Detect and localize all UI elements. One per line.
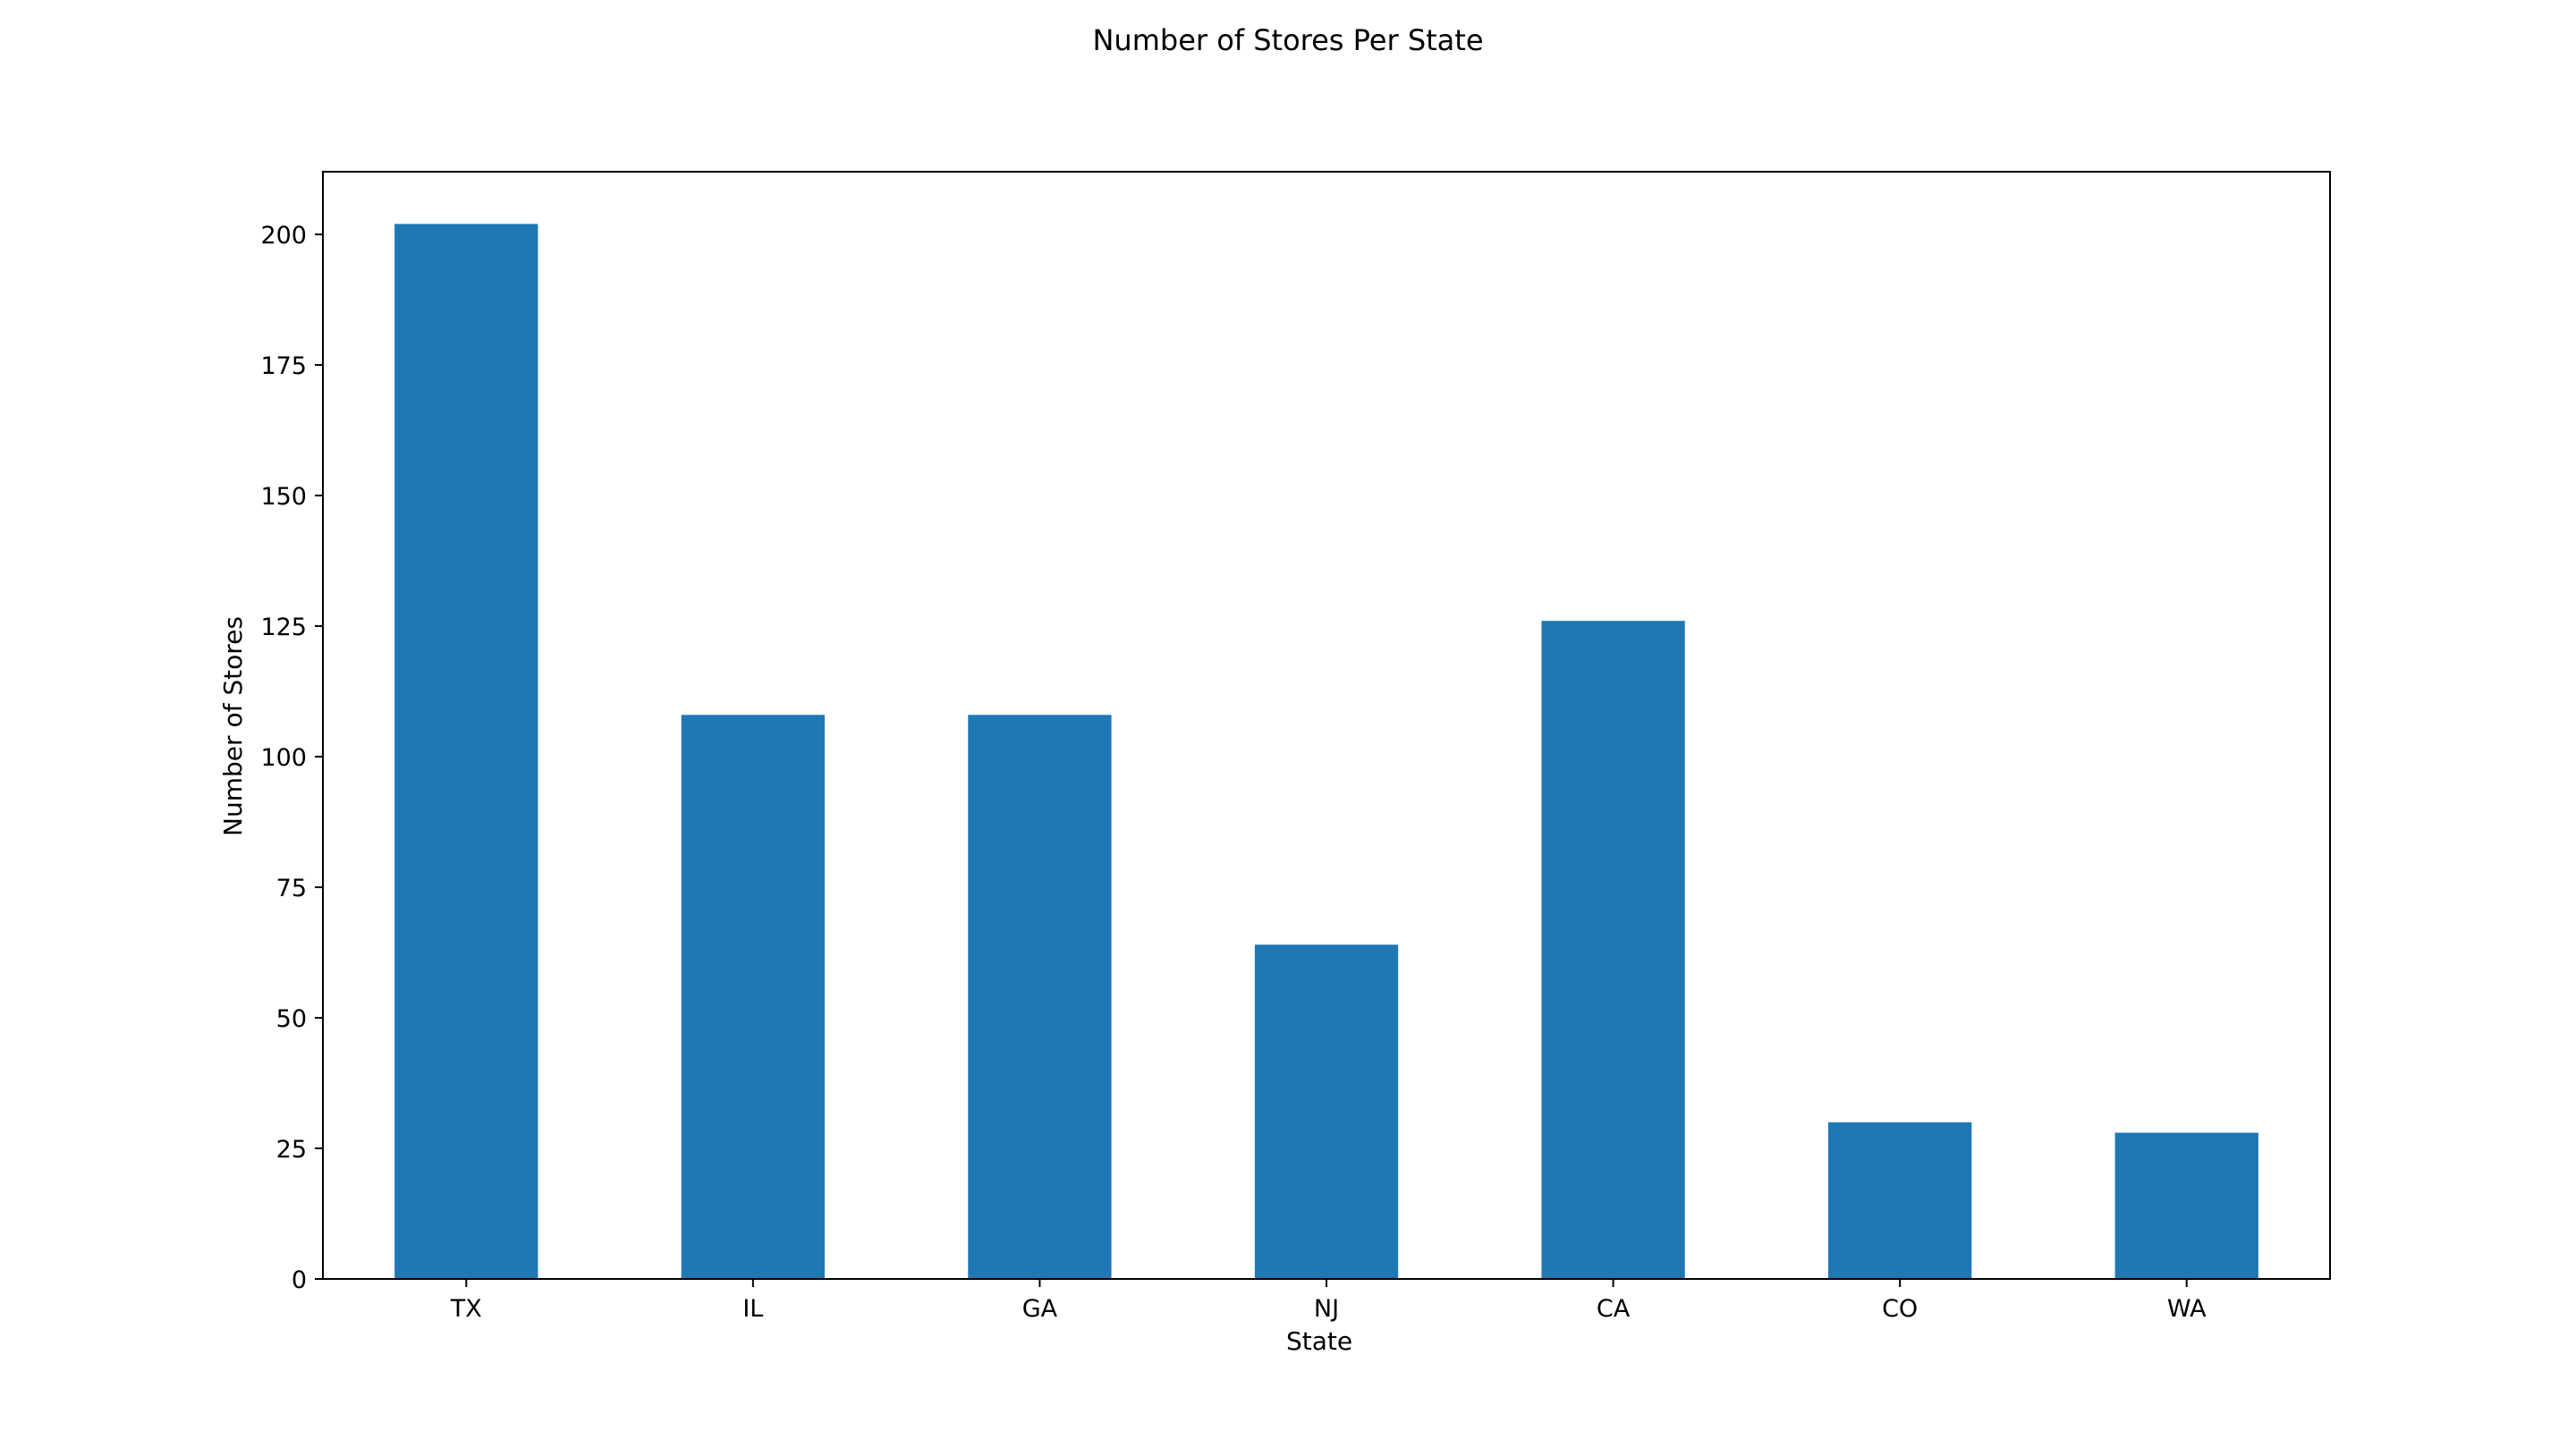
x-tick-label-tx: TX xyxy=(450,1295,482,1323)
x-tick-label-nj: NJ xyxy=(1314,1295,1339,1323)
x-tick-label-ca: CA xyxy=(1597,1295,1631,1323)
y-tick-label-25: 25 xyxy=(276,1136,307,1164)
x-tick-label-co: CO xyxy=(1882,1295,1918,1323)
y-axis-label: Number of Stores xyxy=(218,616,248,836)
bars-group xyxy=(394,224,2258,1279)
bar-il xyxy=(681,715,825,1279)
bar-wa xyxy=(2114,1132,2258,1279)
y-tick-label-50: 50 xyxy=(276,1005,307,1033)
y-tick-label-100: 100 xyxy=(260,744,307,772)
x-axis-ticks: TX IL GA NJ CA CO WA xyxy=(450,1279,2207,1323)
y-tick-label-75: 75 xyxy=(276,875,307,902)
chart-title: Number of Stores Per State xyxy=(1092,23,1483,57)
bar-co xyxy=(1828,1122,1972,1279)
plot-area-frame xyxy=(322,171,2331,1280)
bar-ga xyxy=(968,715,1112,1279)
bar-nj xyxy=(1254,944,1399,1279)
x-tick-label-wa: WA xyxy=(2167,1295,2207,1323)
y-tick-label-175: 175 xyxy=(260,352,307,380)
x-tick-label-il: IL xyxy=(742,1295,763,1323)
y-axis-ticks: 0 25 50 75 100 125 150 175 200 xyxy=(260,222,323,1294)
y-tick-label-125: 125 xyxy=(260,614,307,641)
y-tick-label-0: 0 xyxy=(292,1266,307,1294)
x-tick-label-ga: GA xyxy=(1022,1295,1058,1323)
y-tick-label-200: 200 xyxy=(260,222,307,250)
bar-ca xyxy=(1541,621,1685,1279)
bar-tx xyxy=(394,224,538,1279)
x-axis-label: State xyxy=(1286,1326,1352,1356)
y-tick-label-150: 150 xyxy=(260,483,307,511)
